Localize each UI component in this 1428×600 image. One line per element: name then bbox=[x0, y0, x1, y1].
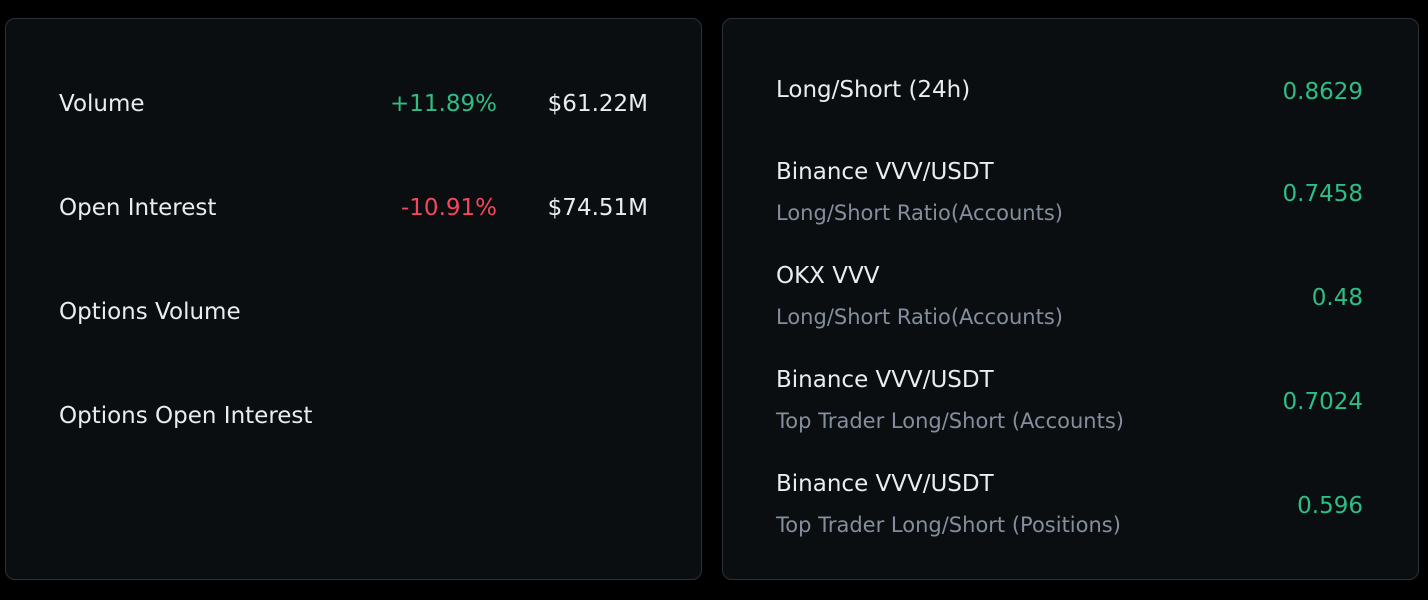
stat-row-open-interest: Open Interest -10.91% $74.51M bbox=[59, 187, 648, 227]
ratio-title: Binance VVV/USDT bbox=[776, 159, 994, 185]
ratio-value: 0.596 bbox=[1297, 493, 1363, 519]
ratio-subtitle: Top Trader Long/Short (Accounts) bbox=[776, 409, 1124, 433]
stat-change: +11.89% bbox=[390, 91, 497, 117]
ratio-row: OKX VVV Long/Short Ratio(Accounts) 0.48 bbox=[776, 263, 1363, 335]
ratio-title: OKX VVV bbox=[776, 263, 880, 289]
ratio-row: Binance VVV/USDT Top Trader Long/Short (… bbox=[776, 471, 1363, 543]
ratio-title: Binance VVV/USDT bbox=[776, 471, 994, 497]
stat-label: Options Volume bbox=[59, 299, 241, 325]
ratio-value: 0.7458 bbox=[1282, 181, 1363, 207]
stat-row-options-open-interest: Options Open Interest bbox=[59, 395, 648, 435]
ratio-row: Binance VVV/USDT Long/Short Ratio(Accoun… bbox=[776, 159, 1363, 231]
ratio-row: Binance VVV/USDT Top Trader Long/Short (… bbox=[776, 367, 1363, 439]
ratio-value: 0.7024 bbox=[1282, 389, 1363, 415]
ratio-value: 0.8629 bbox=[1282, 79, 1363, 105]
ratio-row-24h: Long/Short (24h) 0.8629 bbox=[776, 75, 1363, 115]
ratio-value: 0.48 bbox=[1311, 285, 1363, 311]
stat-label: Volume bbox=[59, 91, 145, 117]
ratio-subtitle: Top Trader Long/Short (Positions) bbox=[776, 513, 1121, 537]
stat-row-volume: Volume +11.89% $61.22M bbox=[59, 83, 648, 123]
stat-amount: $61.22M bbox=[547, 91, 648, 117]
long-short-panel: Long/Short (24h) 0.8629 Binance VVV/USDT… bbox=[722, 18, 1419, 580]
ratio-subtitle: Long/Short Ratio(Accounts) bbox=[776, 201, 1063, 225]
stat-amount: $74.51M bbox=[547, 195, 648, 221]
stat-change: -10.91% bbox=[401, 195, 497, 221]
stat-label: Open Interest bbox=[59, 195, 217, 221]
stat-row-options-volume: Options Volume bbox=[59, 291, 648, 331]
ratio-subtitle: Long/Short Ratio(Accounts) bbox=[776, 305, 1063, 329]
ratio-title: Binance VVV/USDT bbox=[776, 367, 994, 393]
ratio-title: Long/Short (24h) bbox=[776, 77, 971, 103]
stat-label: Options Open Interest bbox=[59, 403, 313, 429]
market-stats-panel: Volume +11.89% $61.22M Open Interest -10… bbox=[5, 18, 702, 580]
